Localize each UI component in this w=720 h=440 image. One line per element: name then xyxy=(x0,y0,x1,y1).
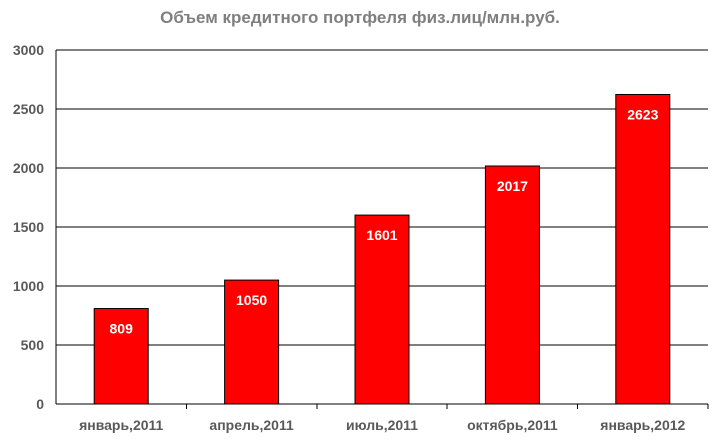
bar xyxy=(354,214,410,405)
bar-value-label: 1050 xyxy=(236,292,267,308)
y-tick-label: 1000 xyxy=(13,278,44,294)
x-tick-label: апрель,2011 xyxy=(209,417,294,433)
x-tick-label: июль,2011 xyxy=(346,417,418,433)
bar-value-label: 809 xyxy=(110,321,134,337)
y-tick-label: 2500 xyxy=(13,101,44,117)
y-tick-label: 0 xyxy=(36,396,44,412)
bar xyxy=(224,279,280,405)
bar xyxy=(484,165,540,405)
bar xyxy=(615,93,671,405)
bar-value-label: 2017 xyxy=(497,178,528,194)
y-tick-label: 500 xyxy=(21,337,45,353)
bar-value-label: 1601 xyxy=(366,227,397,243)
y-tick-label: 1500 xyxy=(13,219,44,235)
y-tick-label: 3000 xyxy=(13,42,44,58)
chart-title: Объем кредитного портфеля физ.лиц/млн.ру… xyxy=(160,8,560,27)
x-tick-label: январь,2012 xyxy=(600,417,685,433)
x-tick-label: январь,2011 xyxy=(79,417,163,433)
bar xyxy=(93,308,149,405)
bar-value-label: 2623 xyxy=(627,106,658,122)
y-tick-label: 2000 xyxy=(13,160,44,176)
x-tick-label: октябрь,2011 xyxy=(467,417,558,433)
